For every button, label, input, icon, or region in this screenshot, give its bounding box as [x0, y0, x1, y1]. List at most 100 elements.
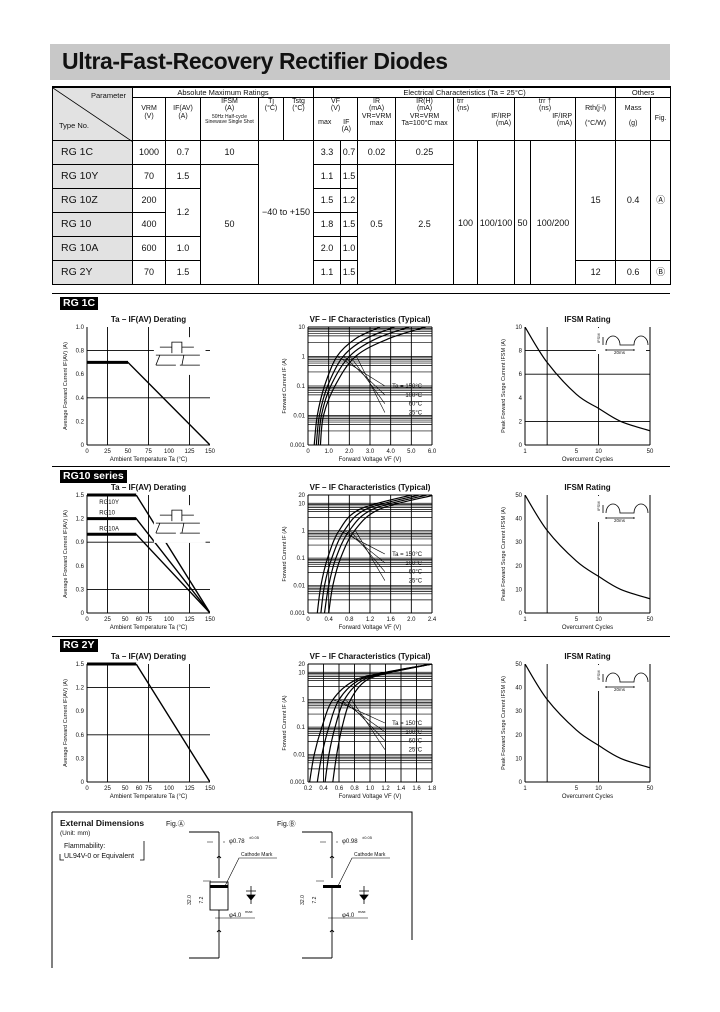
- leader-line: [350, 356, 386, 404]
- y-tick-label: 10: [515, 325, 522, 331]
- y-tick-label: 1.5: [76, 662, 85, 668]
- series-line: [317, 327, 410, 445]
- y-tick-label: 50: [515, 493, 522, 499]
- y-axis-title: Forward Current IF (A): [282, 526, 288, 581]
- vf-cell: 1.8: [313, 212, 342, 237]
- inset-label: IFSM: [596, 670, 601, 680]
- col-vrm: VRM (V): [132, 97, 166, 141]
- fig-cell: Ⓑ: [650, 260, 672, 285]
- x-tick-label: 5.0: [407, 449, 416, 455]
- vrm-cell: 70: [132, 164, 166, 189]
- y-tick-label: 0.001: [290, 780, 306, 786]
- x-tick-label: 50: [122, 786, 129, 792]
- chart-title: Ta – IF(AV) Derating: [111, 652, 186, 661]
- y-tick-label: 0.3: [76, 756, 85, 762]
- type-no-label: Type No.: [59, 121, 90, 131]
- external-dimensions: External Dimensions (Unit: mm) Flammabilit…: [51, 811, 413, 968]
- series-line: [87, 495, 210, 613]
- y-tick-label: 10: [515, 587, 522, 593]
- diode-symbol-icon: [359, 886, 369, 904]
- spec-table: Parameter Type No. Absolute Maximum Rati…: [52, 86, 672, 285]
- ifav-cell: 0.7: [165, 140, 201, 165]
- section-divider: [52, 293, 670, 294]
- x-tick-label: 1: [523, 449, 527, 455]
- x-axis-title: Ambient Temperature Ta (°C): [110, 794, 188, 800]
- x-tick-label: 100: [164, 786, 175, 792]
- x-tick-label: 2.0: [345, 449, 354, 455]
- series-line: [328, 495, 432, 613]
- series-label: RG10: [99, 511, 115, 517]
- y-tick-label: 1.0: [76, 325, 85, 331]
- vf-if-cell: 1.5: [340, 260, 359, 285]
- irh-cell: 2.5: [395, 164, 455, 285]
- y-tick-label: 0.1: [297, 556, 306, 562]
- x-tick-label: 0.4: [324, 617, 333, 623]
- y-tick-label: 1.2: [76, 517, 85, 523]
- series-line: [525, 664, 650, 769]
- series-label: 100°C: [405, 561, 422, 567]
- leader-line: [351, 699, 386, 750]
- y-tick-label: 10: [298, 501, 305, 507]
- x-tick-label: 5: [575, 786, 579, 792]
- fig-b-label: Fig.Ⓑ: [277, 820, 296, 828]
- inset-label: 20ms: [614, 687, 626, 692]
- x-tick-label: 125: [184, 786, 195, 792]
- y-tick-label: 0: [519, 443, 523, 449]
- mass-cell: 0.4: [615, 140, 652, 261]
- inset-label: 20ms: [614, 518, 626, 523]
- mounting-diagram-icon: [153, 505, 206, 543]
- chart-vf-if: 0 0.4 0.8 1.2 1.6 2.0 2.4 0.001 0.01 0.1 1 10 20 VF –…: [282, 483, 437, 631]
- inset-label: IFSM: [596, 333, 601, 343]
- y-tick-label: 30: [515, 709, 522, 715]
- x-tick-label: 10: [595, 617, 602, 623]
- lead-tolerance: ±0.05: [362, 835, 373, 840]
- x-tick-label: 10: [595, 786, 602, 792]
- series-label: RG10Y: [99, 500, 119, 506]
- y-tick-label: 0.1: [297, 725, 306, 731]
- series-line: [313, 327, 381, 445]
- col-trr: trr (ns) IF/IRP (mA): [453, 97, 516, 141]
- y-tick-label: 0.6: [76, 564, 85, 570]
- series-label: 60°C: [409, 402, 423, 408]
- section-label-rg1c: RG 1C: [60, 297, 99, 310]
- fig-cell: Ⓐ: [650, 140, 672, 261]
- chart-derating: 0 25 50 60 75 100 125 150 0 0.3 0.6 0.9 1.2 1.5 Ta – I…: [63, 652, 216, 800]
- type-cell: RG 2Y: [52, 260, 133, 285]
- x-axis-title: Ambient Temperature Ta (°C): [110, 625, 188, 631]
- dimensions-title: External Dimensions: [60, 818, 144, 828]
- x-tick-label: 1: [523, 786, 527, 792]
- y-axis-title: Average Forward Current IF(AV) (A): [63, 510, 69, 598]
- series-line: [320, 495, 420, 613]
- y-tick-label: 0.2: [76, 419, 85, 425]
- diode-body: [209, 881, 229, 911]
- y-tick-label: 20: [298, 662, 305, 668]
- y-tick-label: 40: [515, 517, 522, 523]
- x-tick-label: 25: [104, 786, 111, 792]
- body-tolerance: max: [358, 909, 366, 914]
- half-sine-waveform-icon: IFSM 20ms: [596, 328, 649, 355]
- y-axis-title: Peak Forward Surge Current IFSM (A): [501, 507, 507, 601]
- y-axis-title: Peak Forward Surge Current IFSM (A): [501, 339, 507, 433]
- y-tick-label: 0.9: [76, 540, 85, 546]
- series-label: Ta = 150°C: [392, 384, 423, 390]
- col-ir: IR (mA) VR=VRM max: [357, 97, 397, 141]
- y-tick-label: 0: [519, 611, 523, 617]
- x-axis-title: Overcurrent Cycles: [562, 625, 613, 631]
- x-tick-label: 0.8: [345, 617, 354, 623]
- ifsm-cell: 50: [200, 164, 259, 285]
- ifav-cell: 1.2: [165, 188, 201, 237]
- x-tick-label: 60: [136, 786, 143, 792]
- type-cell: RG 10Z: [52, 188, 133, 213]
- series-label: 25°C: [409, 748, 423, 754]
- y-tick-label: 20: [515, 733, 522, 739]
- table-row: RG 10 400 1.8 1.5: [52, 212, 671, 237]
- y-tick-label: 1.2: [76, 686, 85, 692]
- parameter-label: Parameter: [90, 91, 126, 100]
- x-tick-label: 10: [595, 449, 602, 455]
- x-axis-title: Ambient Temperature Ta (°C): [110, 457, 188, 463]
- y-tick-label: 0.8: [76, 349, 85, 355]
- x-axis-title: Forward Voltage VF (V): [339, 625, 402, 631]
- x-tick-label: 60: [136, 617, 143, 623]
